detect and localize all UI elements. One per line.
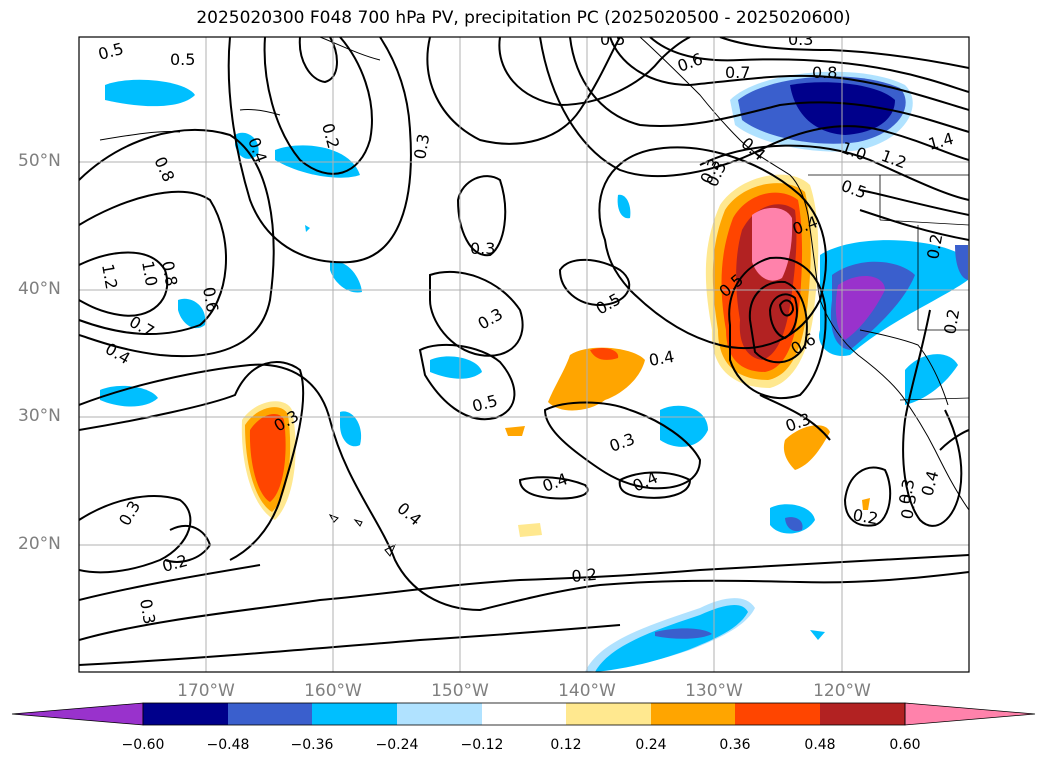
colorbar-segment [397,703,482,725]
colorbar-segment [482,703,566,725]
colorbar-segment [566,703,651,725]
colorbar-tick-label: 0.12 [550,737,582,753]
contour-label: 0.2 [923,232,946,260]
colorbar-tick-label: 0.36 [719,737,751,753]
contour-label: 0.2 [851,505,879,528]
contour-label: 0.6 [199,285,222,313]
contour-label: 0.8 [812,63,837,82]
colorbar-segment [312,703,397,725]
pv-contours [79,37,969,666]
colorbar-segment-low-extend [11,702,144,726]
political-borders [808,174,969,401]
contour-label: 1.2 [98,262,121,290]
colorbar-segment [735,703,820,725]
lon-label: 170°W [177,681,235,701]
contour-label: 0.8 [158,259,181,287]
lat-label: 30°N [18,406,61,426]
colorbar-tick-label: −0.36 [290,737,334,753]
contour-label: 1.0 [138,259,161,287]
colorbar-segment-high-extend [904,702,1036,726]
coastlines [99,37,969,557]
lat-label: 20°N [18,534,61,554]
colorbar-tick-label: −0.12 [460,737,504,753]
colorbar-tick-label: −0.24 [375,737,419,753]
lon-label: 130°W [685,681,743,701]
colorbar-tick-label: −0.48 [206,737,250,753]
contour-label: 0.2 [571,565,598,586]
graticule [79,37,969,672]
lat-label: 50°N [18,151,61,171]
contour-label: 0.3 [895,477,918,505]
colorbar-segment [228,703,312,725]
contour-label: 0.3 [136,597,159,625]
lon-label: 120°W [813,681,871,701]
contour-label: 0.3 [788,30,813,49]
colorbar-tick-label: 0.48 [804,737,836,753]
colorbar-tick-label: −0.60 [121,737,165,753]
contour-label: 0.4 [647,347,675,370]
lat-label: 40°N [18,279,61,299]
precip-shading-negative [100,71,968,672]
contour-label: 0.7 [725,63,750,82]
colorbar-tick-label: 0.60 [889,737,921,753]
contour-label: 0.2 [940,307,963,335]
colorbar-segment [820,703,905,725]
lon-label: 160°W [304,681,362,701]
contour-label: 0.3 [410,132,433,160]
contour-label: 0.5 [170,50,195,69]
colorbar-segment [143,703,228,725]
colorbar-tick-label: 0.24 [635,737,667,753]
lon-label: 150°W [431,681,489,701]
colorbar [11,702,1036,726]
chart-title: 2025020300 F048 700 hPa PV, precipitatio… [196,8,851,28]
map-frame [78,36,970,673]
colorbar-segment [651,703,735,725]
contour-label: 0.3 [897,492,920,520]
contour-label: 0.3 [470,239,495,258]
contour-label: 0.5 [600,30,625,49]
lon-label: 140°W [558,681,616,701]
